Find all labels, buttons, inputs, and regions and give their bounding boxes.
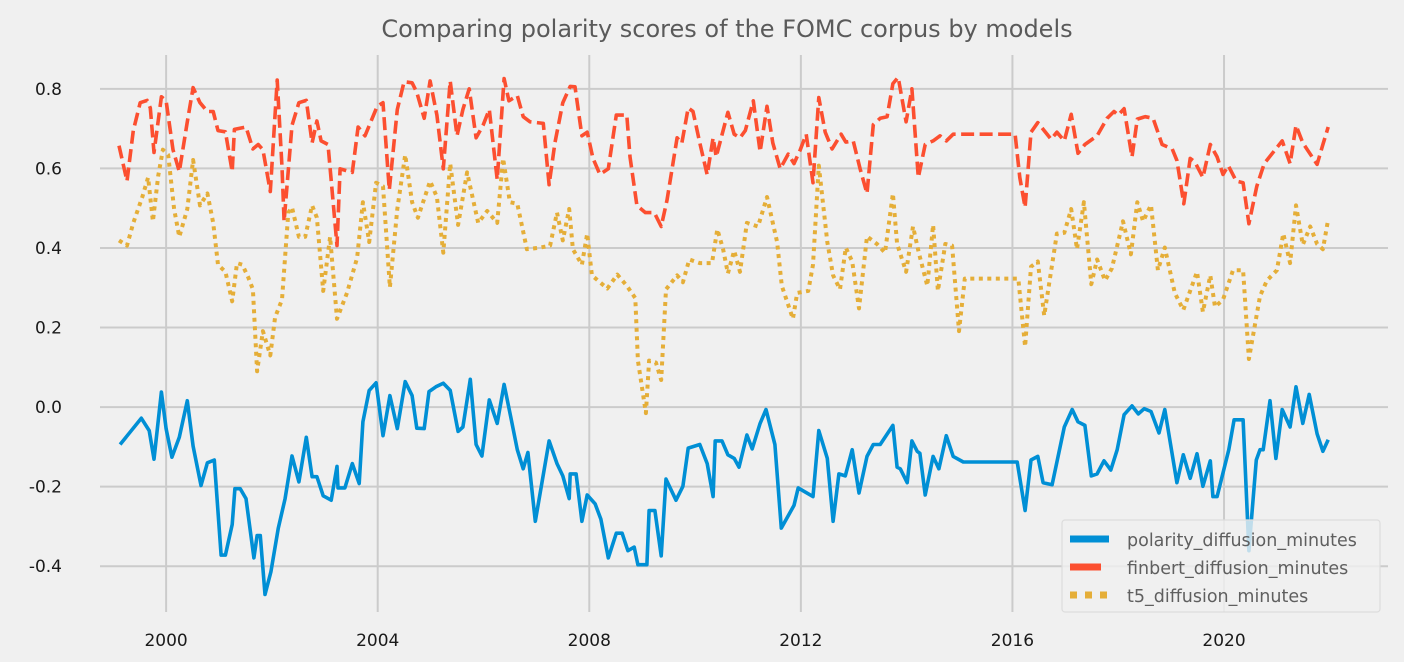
y-axis-ticks: -0.4 -0.2 0.0 0.2 0.4 0.6 0.8 <box>29 80 62 577</box>
legend-label: polarity_diffusion_minutes <box>1127 531 1357 551</box>
y-tick-label: 0.4 <box>35 239 62 259</box>
chart-title: Comparing polarity scores of the FOMC co… <box>381 15 1072 43</box>
series-lines <box>117 75 1331 597</box>
y-tick-label: -0.2 <box>29 478 62 498</box>
x-tick-label: 2020 <box>1202 631 1245 651</box>
x-axis-ticks: 2000 2004 2008 2012 2016 2020 <box>144 631 1245 651</box>
series-line-t5-diffusion-minutes <box>117 147 1331 416</box>
y-tick-label: 0.0 <box>35 398 62 418</box>
x-tick-label: 2016 <box>991 631 1034 651</box>
series-line-finbert-diffusion-minutes <box>117 75 1330 248</box>
y-tick-label: 0.8 <box>35 80 62 100</box>
legend-label: t5_diffusion_minutes <box>1127 587 1308 607</box>
y-tick-label: -0.4 <box>29 557 62 577</box>
legend-label: finbert_diffusion_minutes <box>1127 559 1348 579</box>
legend-box <box>1061 519 1381 613</box>
x-tick-label: 2004 <box>356 631 399 651</box>
legend: polarity_diffusion_minutes finbert_diffus… <box>1061 519 1381 613</box>
x-tick-label: 2000 <box>144 631 187 651</box>
x-tick-label: 2008 <box>568 631 611 651</box>
y-tick-label: 0.2 <box>35 319 62 339</box>
series-line-polarity-diffusion-minutes <box>118 377 1330 597</box>
y-tick-label: 0.6 <box>35 159 62 179</box>
grid <box>100 55 1388 612</box>
x-tick-label: 2012 <box>779 631 822 651</box>
